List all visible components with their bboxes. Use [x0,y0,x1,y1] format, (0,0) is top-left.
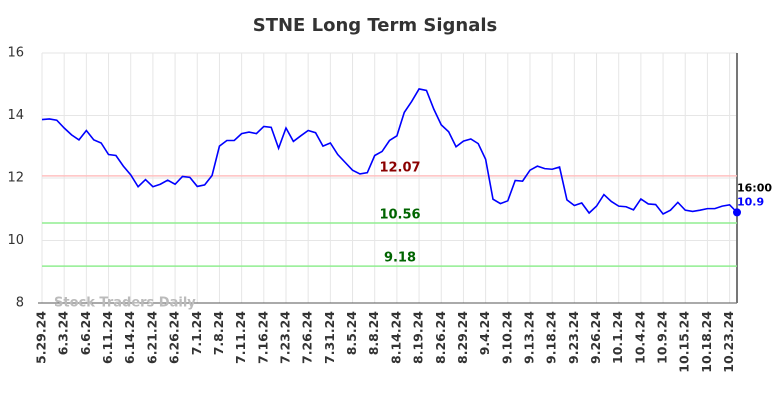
signal-label: 9.18 [384,251,416,266]
x-tick-label: 10.4.24 [632,311,647,364]
chart-title: STNE Long Term Signals [253,15,498,36]
x-tick-label: 10.9.24 [655,311,670,364]
x-tick-label: 8.26.24 [433,311,448,364]
y-tick-label: 14 [7,108,24,123]
x-tick-label: 8.29.24 [455,311,470,364]
x-tick-label: 6.6.24 [78,311,93,356]
y-tick-label: 8 [16,296,24,311]
x-tick-label: 9.4.24 [477,311,492,356]
x-tick-label: 8.5.24 [344,311,359,356]
x-tick-label: 10.23.24 [721,311,736,373]
x-tick-label: 6.21.24 [144,311,159,364]
y-tick-label: 16 [7,46,24,61]
x-tick-label: 7.1.24 [189,311,204,356]
x-tick-label: 7.26.24 [300,311,315,364]
x-tick-label: 7.31.24 [322,311,337,364]
price-line [41,88,738,215]
watermark: Stock Traders Daily [54,296,196,311]
signal-label: 12.07 [379,160,420,175]
x-tick-label: 9.18.24 [544,311,559,364]
x-tick-label: 8.8.24 [366,311,381,356]
x-tick-label: 8.14.24 [388,311,403,364]
x-tick-label: 6.26.24 [167,311,182,364]
x-tick-label: 9.10.24 [499,311,514,364]
x-tick-label: 7.8.24 [211,311,226,356]
x-tick-label: 7.23.24 [277,311,292,364]
y-tick-label: 10 [7,233,24,248]
x-tick-label: 6.3.24 [56,311,71,356]
x-tick-label: 9.13.24 [521,311,536,364]
x-tick-label: 10.15.24 [677,311,692,373]
signal-label: 10.56 [379,208,420,223]
x-tick-label: 8.19.24 [411,311,426,364]
x-tick-label: 9.23.24 [566,311,581,364]
x-tick-label: 5.29.24 [34,311,49,364]
x-tick-label: 7.16.24 [255,311,270,364]
x-tick-label: 10.18.24 [699,311,714,373]
last-point [733,208,741,217]
y-tick-label: 12 [7,171,24,186]
last-time: 16:00 [737,181,772,194]
x-tick-label: 9.26.24 [588,311,603,364]
x-tick-label: 7.11.24 [233,311,248,364]
x-tick-label: 6.11.24 [100,311,115,364]
last-value: 10.9 [737,195,764,208]
x-tick-label: 10.1.24 [610,311,625,364]
x-tick-label: 6.14.24 [122,311,137,364]
